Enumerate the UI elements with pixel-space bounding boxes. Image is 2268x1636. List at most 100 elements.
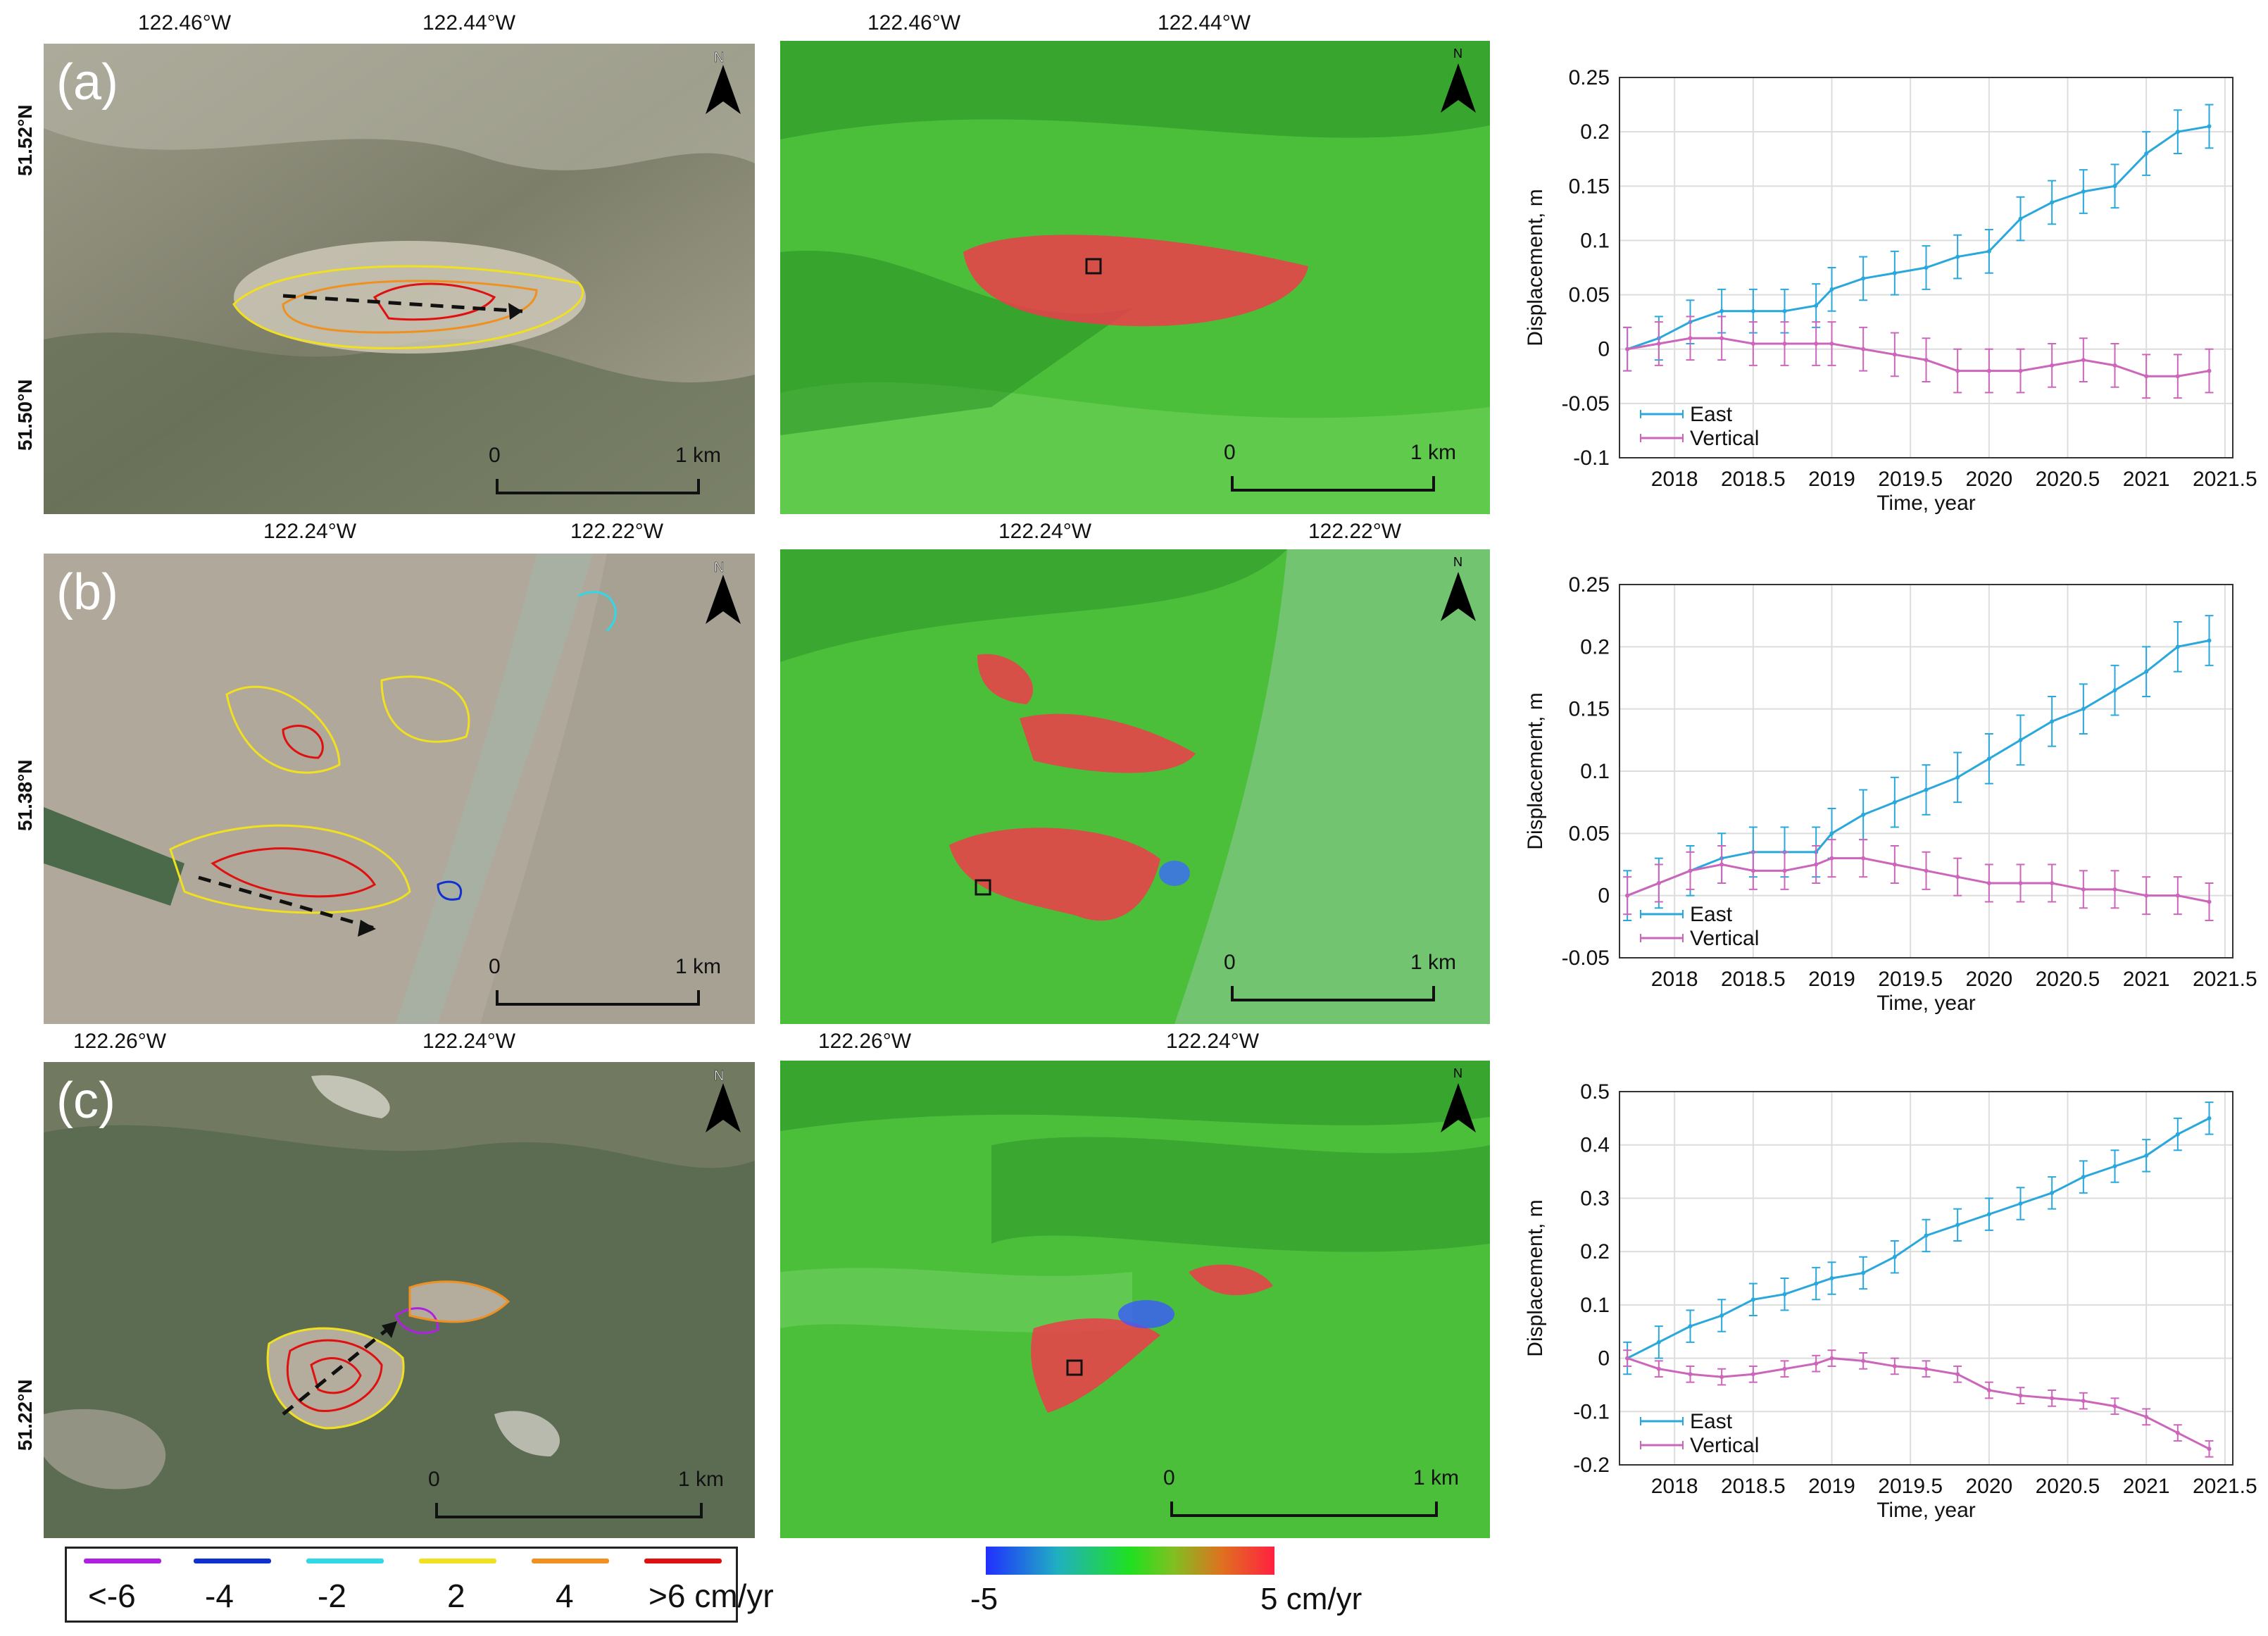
data-point [2018,1393,2023,1398]
x-axis-label: Time, year [1877,492,1976,515]
data-point [2081,1399,2086,1404]
colorbar-gradient [986,1547,1274,1575]
lon-tick: 122.46°W [867,11,961,35]
scale-bar: 0 1 km [489,444,721,499]
y-tick-label: 0.2 [1580,635,1610,658]
data-point [1986,1212,1991,1217]
data-point [2112,363,2117,368]
x-tick-label: 2018 [1651,968,1698,991]
x-tick-label: 2020.5 [2036,468,2100,491]
data-point [1782,308,1787,313]
data-point [1719,1375,1724,1380]
svg-text:N: N [1453,555,1462,569]
x-axis-label: Time, year [1877,1499,1976,1522]
svg-text:N: N [1453,1066,1462,1080]
data-point [1750,1297,1755,1302]
data-point [1750,868,1755,873]
scale-bar: 0 1 km [1163,1466,1459,1521]
data-point [1688,1372,1693,1377]
panel-label: (c) [56,1073,115,1129]
legend-swatch-neg2 [306,1559,384,1563]
north-arrow-icon: N [1434,551,1483,628]
data-point [1750,1372,1755,1377]
data-point [1625,346,1630,351]
panel-label: (b) [56,564,118,620]
north-arrow-icon: N [698,554,748,631]
data-point [2175,130,2180,135]
y-tick-label: -0.2 [1573,1454,1610,1477]
data-point [1829,1356,1834,1361]
x-tick-label: 2021.5 [2193,968,2257,991]
north-arrow-icon: N [698,1062,748,1139]
data-point [1861,1270,1866,1275]
scale-bar: 0 1 km [1224,441,1456,496]
data-point [1861,346,1866,351]
data-point [2175,1430,2180,1435]
data-point [1656,881,1661,885]
north-label: N [714,50,724,65]
data-point [1955,1372,1960,1377]
data-point [2175,893,2180,898]
data-point [1829,1276,1834,1280]
series-vertical [1623,839,2214,921]
data-point [2018,737,2023,742]
data-point [1955,1223,1960,1228]
series-vertical [1623,316,2214,399]
data-point [1861,276,1866,281]
data-point [1986,368,1991,373]
series-line [1627,125,2210,351]
optical-map-a: (a) N 0 1 km [44,44,755,514]
data-point [1688,1324,1693,1329]
data-point [2081,706,2086,711]
data-point [2144,151,2149,156]
x-tick-label: 2021.5 [2193,1475,2257,1498]
series-vertical [1623,1349,2214,1458]
legend-swatch-neg4 [194,1559,271,1563]
data-point [1924,266,1929,270]
data-point [1814,304,1819,308]
data-point [1782,342,1787,346]
data-point [1719,1313,1724,1318]
data-point [1892,1363,1897,1368]
legend-swatch-pos4 [532,1559,609,1563]
x-tick-label: 2020.5 [2036,968,2100,991]
lon-tick: 122.22°W [570,520,664,543]
data-point [2050,1190,2055,1195]
data-point [2144,1414,2149,1419]
data-point [1861,856,1866,861]
lon-tick: 122.26°W [73,1030,167,1053]
velocity-map-b: N 0 1 km [780,549,1490,1024]
data-point [2144,669,2149,674]
x-tick-label: 2018.5 [1721,968,1786,991]
x-tick-label: 2021 [2123,1475,2170,1498]
scale-bar: 0 1 km [428,1468,724,1523]
y-tick-label: -0.05 [1562,392,1610,416]
scale-start: 0 [489,444,501,467]
data-point [2112,1164,2117,1168]
x-tick-label: 2019.5 [1878,968,1943,991]
velocity-map-a: N 0 1 km [780,41,1490,514]
y-tick-label: 0.05 [1569,822,1610,845]
data-point [1814,1281,1819,1286]
legend-label: East [1690,903,1733,926]
data-point [2207,1447,2212,1451]
data-point [1829,287,1834,292]
data-point [1861,1359,1866,1363]
x-tick-label: 2020.5 [2036,1475,2100,1498]
lon-tick: 122.24°W [422,1030,516,1053]
north-arrow-icon: N [698,44,748,121]
legend-label: <-6 [88,1578,136,1614]
lon-tick: 122.24°W [998,520,1092,543]
data-point [1924,868,1929,873]
data-point [2050,719,2055,724]
y-tick-label: 0.15 [1569,698,1610,721]
x-tick-label: 2019 [1808,468,1855,491]
series-line [1627,1357,2210,1450]
data-point [1892,352,1897,357]
y-axis-label: Displacement, m [1524,189,1547,346]
scale-bar: 0 1 km [1224,951,1456,1006]
legend-label: Vertical [1690,427,1759,450]
series-east [1623,615,2214,921]
legend-swatch-neg6 [84,1559,161,1563]
x-tick-label: 2020 [1965,1475,2012,1498]
